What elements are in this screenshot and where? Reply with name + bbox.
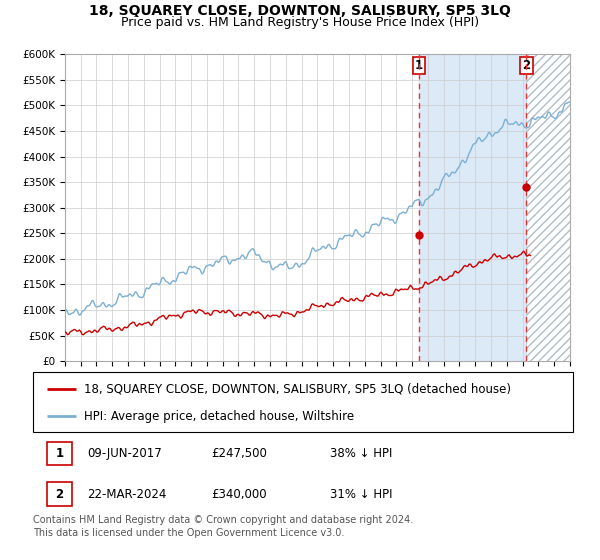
Text: 18, SQUAREY CLOSE, DOWNTON, SALISBURY, SP5 3LQ (detached house): 18, SQUAREY CLOSE, DOWNTON, SALISBURY, S… — [84, 382, 511, 395]
FancyBboxPatch shape — [33, 372, 573, 432]
FancyBboxPatch shape — [47, 442, 73, 465]
Text: 18, SQUAREY CLOSE, DOWNTON, SALISBURY, SP5 3LQ: 18, SQUAREY CLOSE, DOWNTON, SALISBURY, S… — [89, 4, 511, 18]
FancyBboxPatch shape — [47, 483, 73, 506]
Text: Price paid vs. HM Land Registry's House Price Index (HPI): Price paid vs. HM Land Registry's House … — [121, 16, 479, 29]
Text: 09-JUN-2017: 09-JUN-2017 — [87, 447, 162, 460]
Text: 1: 1 — [55, 447, 64, 460]
Text: £340,000: £340,000 — [211, 488, 267, 501]
Text: £247,500: £247,500 — [211, 447, 267, 460]
Text: 1: 1 — [415, 59, 423, 72]
Text: Contains HM Land Registry data © Crown copyright and database right 2024.
This d: Contains HM Land Registry data © Crown c… — [33, 515, 413, 538]
Text: 38% ↓ HPI: 38% ↓ HPI — [330, 447, 392, 460]
Text: 22-MAR-2024: 22-MAR-2024 — [87, 488, 166, 501]
Text: 31% ↓ HPI: 31% ↓ HPI — [330, 488, 392, 501]
Text: 2: 2 — [55, 488, 64, 501]
Text: HPI: Average price, detached house, Wiltshire: HPI: Average price, detached house, Wilt… — [84, 410, 355, 423]
Text: 2: 2 — [522, 59, 530, 72]
